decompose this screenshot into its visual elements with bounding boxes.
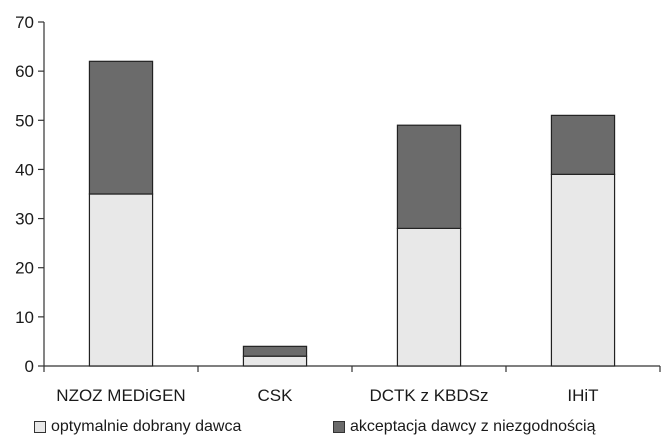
legend-label-optimal: optymalnie dobrany dawca: [51, 418, 242, 435]
y-tick-label: 0: [25, 357, 34, 376]
y-tick-label: 30: [15, 210, 34, 229]
bar-segment-optimal: [88, 193, 154, 367]
bar-segment-mismatch: [550, 114, 616, 175]
bar-segment-optimal: [396, 227, 462, 367]
x-category-label: DCTK z KBDSz: [369, 386, 488, 405]
x-category-label: NZOZ MEDiGEN: [56, 386, 185, 405]
y-tick-label: 40: [15, 160, 34, 179]
legend-item-optimal: optymalnie dobrany dawca: [34, 418, 241, 436]
legend-swatch-optimal: [34, 421, 46, 433]
x-axis: [43, 365, 661, 372]
legend-swatch-mismatch: [333, 421, 345, 433]
category-labels: NZOZ MEDiGEN CSK DCTK z KBDSz IHiT: [56, 386, 598, 405]
y-tick-label: 10: [15, 308, 34, 327]
stacked-bar-chart: 0 10 20 30 40 50 60 70 NZOZ MEDiGEN CSK DCTK z KB…: [15, 13, 661, 405]
legend-item-mismatch: akceptacja dawcy z niezgodnością: [333, 418, 595, 436]
y-tick-label: 50: [15, 111, 34, 130]
bar-segment-optimal: [242, 355, 308, 367]
y-tick-label: 70: [15, 13, 34, 32]
x-category-label: CSK: [258, 386, 294, 405]
bar-segment-mismatch: [242, 345, 308, 357]
bar-segment-mismatch: [88, 60, 154, 195]
y-tick-label: 20: [15, 259, 34, 278]
y-tick-label: 60: [15, 62, 34, 81]
x-category-label: IHiT: [567, 386, 598, 405]
bar-segment-optimal: [550, 173, 616, 367]
bar-segment-mismatch: [396, 124, 462, 229]
bars: [88, 60, 616, 367]
legend: optymalnie dobrany dawca akceptacja dawc…: [0, 418, 671, 440]
y-axis: 0 10 20 30 40 50 60 70: [15, 13, 45, 376]
legend-label-mismatch: akceptacja dawcy z niezgodnością: [350, 418, 596, 435]
